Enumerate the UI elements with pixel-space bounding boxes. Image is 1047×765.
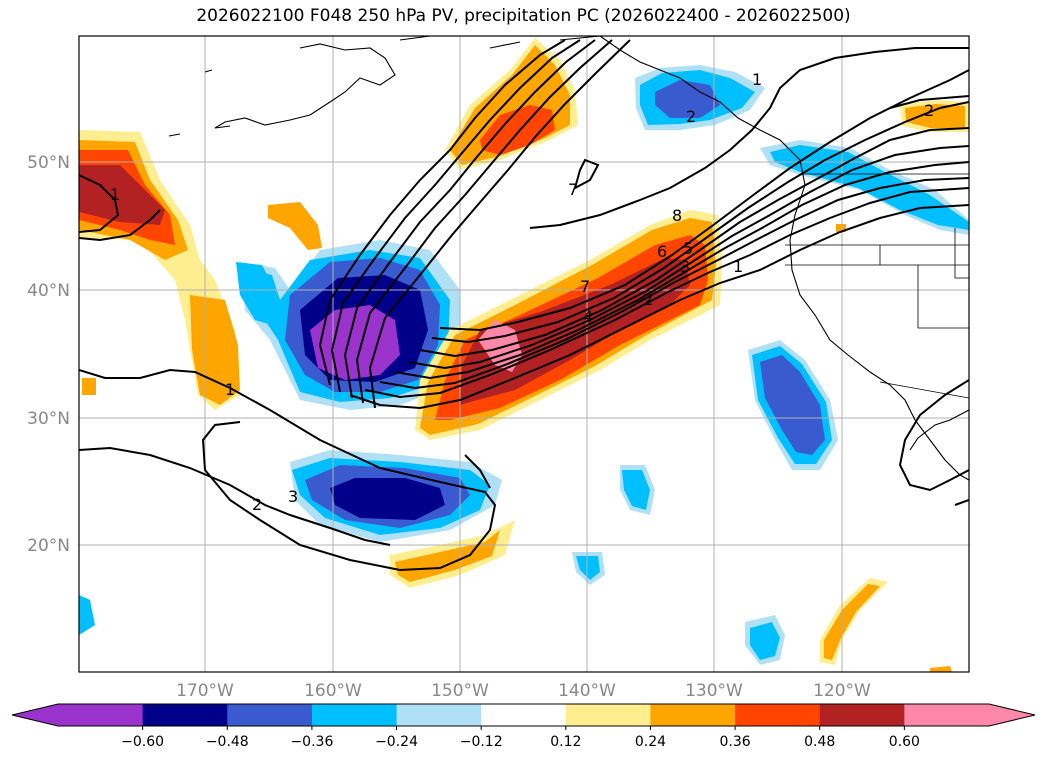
colorbar-tick-label: −0.36 [290, 734, 333, 750]
colorbar-right-extension [989, 704, 1035, 726]
colorbar-cell [650, 704, 736, 726]
map-title: 2026022100 F048 250 hPa PV, precipitatio… [196, 6, 851, 26]
colorbar-cell [735, 704, 821, 726]
contour-label: 3 [288, 487, 298, 506]
contour-label: 1 [752, 70, 762, 89]
colorbar-cell [311, 704, 398, 726]
contour-label: 2 [924, 101, 934, 120]
contour-label: 2 [643, 290, 653, 309]
contour-label: 3 [680, 257, 690, 276]
lat-label-40n: 40°N [27, 281, 70, 301]
contour-label: 2 [686, 107, 696, 126]
colorbar-cell [565, 704, 651, 726]
colorbar-cell [904, 704, 990, 726]
contour-label: 4 [583, 307, 593, 326]
contour-label: 8 [672, 206, 682, 225]
contour-label: 1 [733, 257, 743, 276]
contour-label: 7 [568, 180, 578, 199]
plot-border [78, 35, 970, 673]
colorbar-cell [819, 704, 905, 726]
colorbar-cell [58, 704, 144, 726]
colorbar-tick-label: 0.60 [889, 734, 920, 750]
contour-label: 5 [683, 239, 693, 258]
lat-label-50n: 50°N [27, 153, 70, 173]
lat-label-20n: 20°N [27, 536, 70, 556]
contour-label: 7 [580, 277, 590, 296]
colorbar-tick-label: −0.12 [460, 734, 503, 750]
lat-label-30n: 30°N [27, 409, 70, 429]
contour-label: 2 [252, 495, 262, 514]
contour-label: 6 [657, 242, 667, 261]
lon-label-160w: 160°W [304, 681, 362, 701]
lon-label-120w: 120°W [813, 681, 871, 701]
colorbar-tick-label: −0.48 [206, 734, 249, 750]
longitude-labels: 170°W 160°W 150°W 140°W 130°W 120°W [176, 681, 871, 701]
colorbar-cell [142, 704, 228, 726]
contour-label-group: 1 1 2 3 1 2 3 4 5 6 7 8 1 2 7 2 [110, 70, 934, 514]
colorbar-cell [227, 704, 313, 726]
contour-label: 1 [225, 380, 235, 399]
colorbar-cell [396, 704, 482, 726]
lon-label-140w: 140°W [558, 681, 616, 701]
colorbar-outline [11, 703, 1036, 727]
colorbar-tick-label: 0.24 [635, 734, 666, 750]
colorbar-tick-label: −0.24 [375, 734, 418, 750]
lon-label-170w: 170°W [176, 681, 234, 701]
contour-label: 1 [110, 185, 120, 204]
colorbar-left-extension [12, 704, 58, 726]
political-borders [785, 173, 969, 399]
colorbar-cell [481, 704, 567, 726]
colorbar-tick-label: −0.60 [121, 734, 164, 750]
colorbar-tick-label: 0.36 [720, 734, 751, 750]
lon-label-130w: 130°W [685, 681, 743, 701]
contour-lines [79, 39, 969, 572]
colorbar: −0.60 −0.48 −0.36 −0.24 −0.12 0.12 0.24 0.36 0.4… [11, 703, 1036, 750]
colorbar-tick-label: 0.12 [550, 734, 581, 750]
latitude-labels: 50°N 40°N 30°N 20°N [27, 153, 70, 556]
lon-label-150w: 150°W [431, 681, 489, 701]
coastlines [168, 36, 969, 481]
colorbar-tick-label: 0.48 [804, 734, 835, 750]
